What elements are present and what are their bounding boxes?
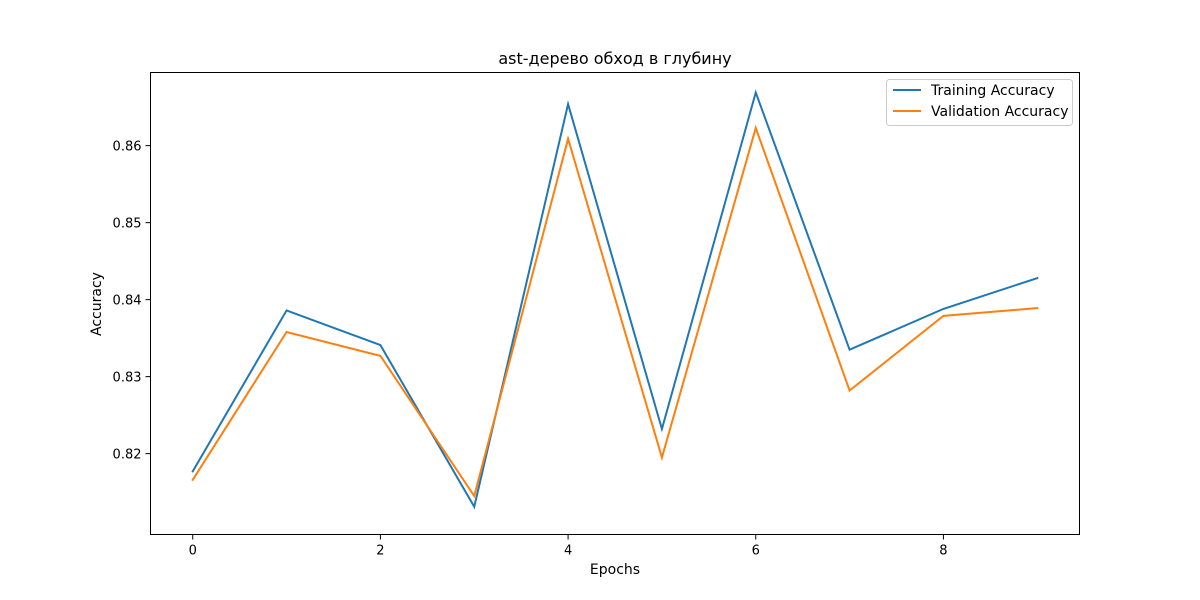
y-tick-label: 0.85: [113, 217, 142, 232]
data-point-training: [567, 103, 569, 105]
data-point-validation: [567, 138, 569, 140]
data-point-training: [379, 344, 381, 346]
data-point-training: [286, 309, 288, 311]
data-point-validation: [379, 355, 381, 357]
data-point-validation: [755, 127, 757, 129]
data-point-training: [473, 506, 475, 508]
series-line-training: [191, 89, 1039, 510]
axes-frame: [150, 72, 1080, 535]
series-line-validation: [191, 124, 1039, 499]
chart-title: ast-дерево обход в глубину: [498, 49, 731, 68]
data-point-training: [661, 428, 663, 430]
data-point-validation: [849, 390, 851, 392]
x-axis-label: Epochs: [590, 562, 640, 578]
plot-area: 0 2 4 6 8 0.82 0.83 0.84 0.85 0.86: [113, 89, 1039, 559]
x-tick-label: 4: [564, 544, 572, 559]
data-point-validation: [1036, 307, 1038, 309]
legend-label-validation: Validation Accuracy: [931, 104, 1069, 120]
y-tick-label: 0.82: [113, 448, 142, 463]
y-axis-label: Accuracy: [89, 272, 105, 336]
x-tick-label: 2: [376, 544, 384, 559]
legend-box: [886, 79, 1073, 126]
data-point-training: [192, 470, 194, 472]
data-point-validation: [473, 495, 475, 497]
data-point-training: [755, 92, 757, 94]
y-tick-label: 0.83: [113, 371, 142, 386]
legend-label-training: Training Accuracy: [930, 83, 1055, 99]
y-tick-label: 0.86: [113, 140, 142, 155]
data-point-training: [942, 308, 944, 310]
x-tick-label: 8: [939, 544, 947, 559]
legend: Training Accuracy Validation Accuracy: [886, 79, 1073, 126]
y-tick-label: 0.84: [113, 294, 142, 309]
x-tick-label: 0: [189, 544, 197, 559]
data-point-validation: [661, 457, 663, 459]
data-point-validation: [942, 315, 944, 317]
data-point-validation: [192, 479, 194, 481]
x-tick-label: 6: [752, 544, 760, 559]
data-point-training: [1036, 277, 1038, 279]
data-point-training: [849, 349, 851, 351]
data-point-validation: [286, 331, 288, 333]
